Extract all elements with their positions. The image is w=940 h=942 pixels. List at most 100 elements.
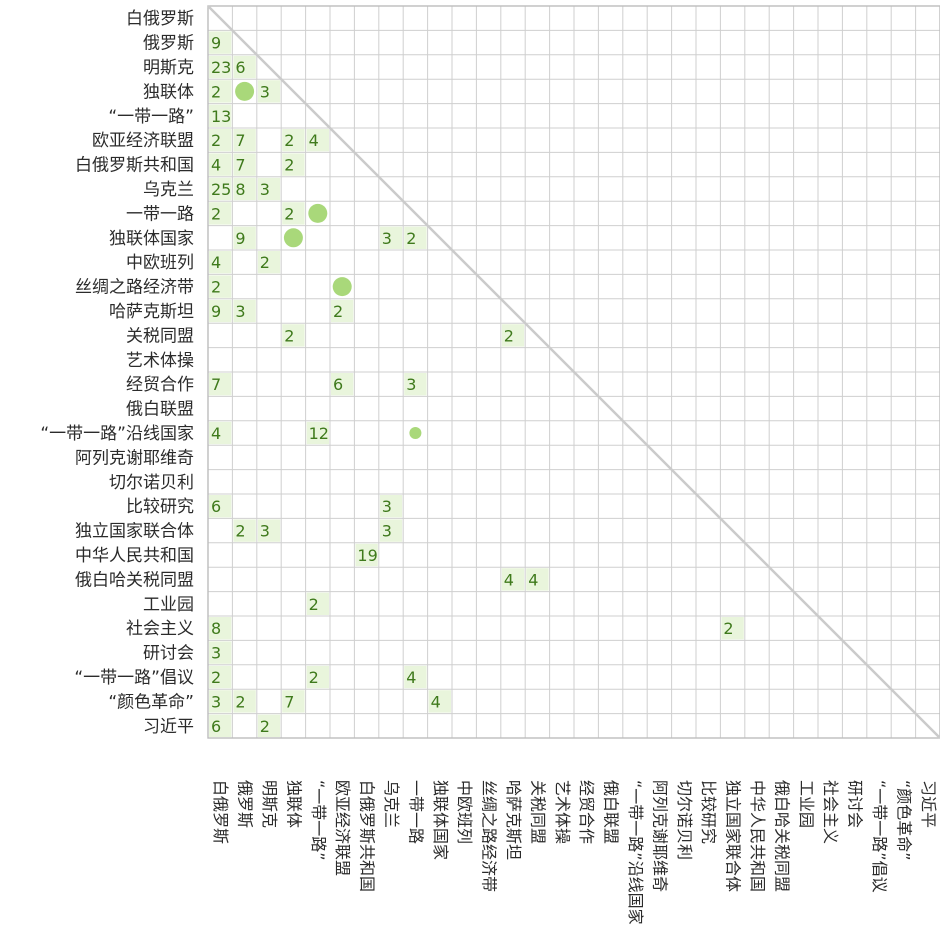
column-label: 关税同盟 <box>528 780 547 844</box>
cell-fill <box>209 275 232 298</box>
cell-fill <box>306 665 329 689</box>
cell-value: 2 <box>211 204 221 223</box>
diagonal <box>207 5 940 739</box>
row-label: 一带一路 <box>126 204 194 224</box>
cell-fill <box>282 324 305 347</box>
cell-value: 3 <box>382 229 392 248</box>
cell-fill <box>501 568 525 591</box>
cell-value: 2 <box>211 668 221 687</box>
cell-value: 4 <box>528 570 538 589</box>
row-label: 阿列克谢耶维奇 <box>75 448 194 468</box>
row-label: “一带一路” <box>108 107 194 127</box>
column-label: 乌克兰 <box>382 780 401 828</box>
cell-value: 3 <box>382 522 392 541</box>
column-label: 一带一路 <box>406 780 425 844</box>
cell-fill <box>282 202 305 225</box>
cell-value: 2 <box>211 278 221 297</box>
row-label: 经贸合作 <box>126 375 194 395</box>
cell-value: 3 <box>406 375 416 394</box>
cell-value: 2 <box>406 229 416 248</box>
cell-value: 2 <box>260 253 270 272</box>
column-label: 研讨会 <box>846 780 865 828</box>
cell-value: 4 <box>211 424 221 443</box>
cell-value: 4 <box>504 570 514 589</box>
cell-fill <box>209 690 232 713</box>
row-label: 白俄罗斯 <box>126 9 194 29</box>
column-label: 阿列克谢耶维奇 <box>650 780 669 892</box>
row-label: 中华人民共和国 <box>75 546 194 566</box>
cell-fill <box>233 519 256 542</box>
row-label: 乌克兰 <box>143 180 194 200</box>
cell-fill <box>209 299 232 323</box>
cell-fill <box>257 519 281 542</box>
row-label: 研讨会 <box>143 644 194 664</box>
cell-value: 6 <box>333 375 343 394</box>
cell-dot <box>332 277 352 297</box>
cell-value: 3 <box>235 302 245 321</box>
cell-value: 7 <box>211 375 221 394</box>
column-label: 独联体国家 <box>431 780 450 860</box>
row-label: 关税同盟 <box>126 326 194 346</box>
cell-value: 9 <box>211 302 221 321</box>
row-label: 俄罗斯 <box>143 34 194 54</box>
cell-value: 4 <box>211 156 221 175</box>
cell-value: 9 <box>235 229 245 248</box>
cell-fill <box>257 714 281 737</box>
cell-value: 19 <box>357 546 377 565</box>
row-label: 独联体国家 <box>109 229 194 249</box>
cell-value: 12 <box>309 424 329 443</box>
cell-fill <box>379 226 403 249</box>
cell-fill <box>404 665 427 689</box>
cell-fill <box>209 421 232 445</box>
column-label: 哈萨克斯坦 <box>504 780 523 860</box>
cell-fill <box>306 129 329 152</box>
cell-fill <box>209 129 232 152</box>
cell-value: 13 <box>211 107 231 126</box>
cell-value: 6 <box>211 497 221 516</box>
row-label: “颜色革命” <box>108 692 194 712</box>
cell-value: 2 <box>284 326 294 345</box>
cell-value: 3 <box>260 82 270 101</box>
row-label: “一带一路”倡议 <box>74 668 194 688</box>
cell-value: 2 <box>284 204 294 223</box>
cell-fill <box>721 617 744 640</box>
column-label: 俄白哈关税同盟 <box>772 780 791 892</box>
column-label: 欧亚经济联盟 <box>333 780 352 876</box>
cell-fill <box>233 226 256 249</box>
cell-value: 7 <box>235 156 245 175</box>
row-label: 哈萨克斯坦 <box>109 302 194 322</box>
row-label: 白俄罗斯共和国 <box>75 156 194 176</box>
row-label: 俄白哈关税同盟 <box>75 570 194 590</box>
cell-fill <box>209 251 232 274</box>
cell-fill <box>209 617 232 640</box>
cell-value: 4 <box>211 253 221 272</box>
column-label: “一带一路”沿线国家 <box>626 780 645 925</box>
row-label: 明斯克 <box>143 58 194 78</box>
cell-value: 2 <box>504 326 514 345</box>
column-label: “颜色革命” <box>894 780 913 861</box>
cell-fill <box>209 202 232 225</box>
row-label: 中欧班列 <box>126 253 194 273</box>
cell-fill <box>233 299 256 323</box>
cell-fill <box>233 153 256 176</box>
column-label: “一带一路”倡议 <box>870 780 889 893</box>
cell-fill <box>257 251 281 274</box>
column-label: 工业园 <box>797 780 816 828</box>
cell-fill <box>209 495 232 518</box>
cell-fill <box>526 568 549 591</box>
cell-fill <box>209 665 232 689</box>
cell-fill <box>209 104 232 127</box>
column-label: 中华人民共和国 <box>748 780 767 892</box>
row-label: 俄白联盟 <box>126 400 194 420</box>
cell-fill <box>257 80 281 103</box>
column-label: 明斯克 <box>260 780 279 828</box>
column-label: 俄白联盟 <box>602 780 621 844</box>
row-label: 习近平 <box>143 717 194 737</box>
cell-fill <box>209 641 232 664</box>
column-label: “一带一路” <box>309 780 328 861</box>
cell-fill <box>501 324 525 347</box>
cell-value: 4 <box>309 131 319 150</box>
cell-fill <box>257 177 281 201</box>
cell-fill <box>209 153 232 176</box>
